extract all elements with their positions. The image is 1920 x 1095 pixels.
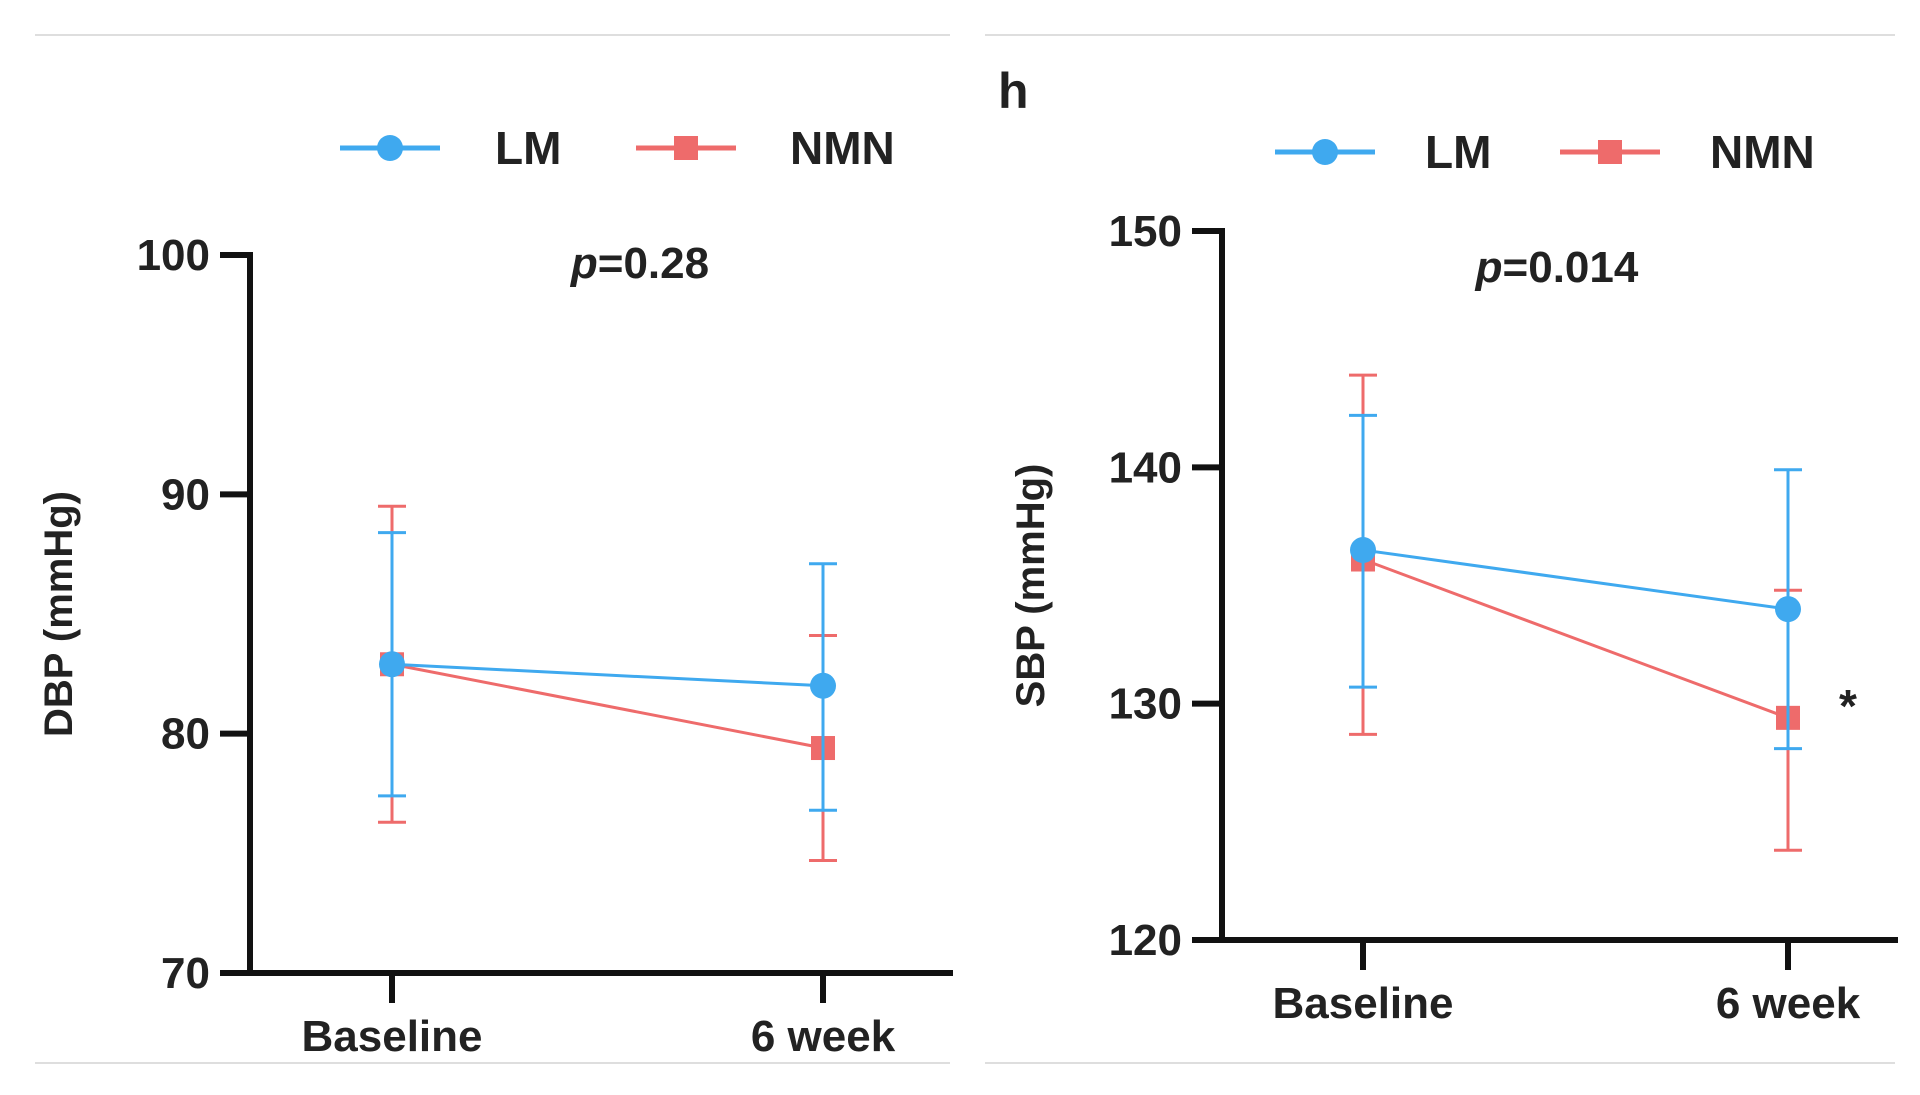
legend-label-lm: LM — [495, 122, 561, 174]
axis-lines — [1219, 228, 1898, 943]
marker-point-lm — [1350, 537, 1376, 564]
x-tick-label: 6 week — [751, 1012, 896, 1061]
y-tick-label: 140 — [1109, 443, 1182, 492]
y-tick-label: 70 — [161, 949, 210, 998]
y-tick-label: 100 — [137, 231, 210, 280]
series-line-lm — [1362, 548, 1789, 611]
significance-star: * — [1839, 680, 1857, 732]
y-tick-label: 80 — [161, 710, 210, 759]
p-symbol: p — [570, 239, 598, 288]
series-line-nmn — [391, 662, 824, 750]
legend-marker-nmn — [674, 136, 698, 160]
marker-point-lm — [810, 672, 836, 699]
x-tick-label: Baseline — [302, 1012, 483, 1061]
p-value-annotation: p=0.28 — [570, 239, 709, 288]
legend-marker-lm — [377, 135, 403, 161]
series-line-nmn — [1362, 558, 1789, 720]
legend-label-lm: LM — [1425, 126, 1491, 178]
y-tick-label: 130 — [1109, 680, 1182, 729]
axis-lines — [247, 252, 953, 976]
p-value-annotation: p=0.014 — [1475, 243, 1639, 292]
series-line-lm — [391, 662, 824, 688]
legend-label-nmn: NMN — [790, 122, 895, 174]
dbp-chart-panel: 70 80 90 100 Baseline 6 week DBP (mmHg) p=0.28 L… — [37, 122, 953, 1061]
p-symbol: p — [1475, 243, 1503, 292]
marker-point-lm — [379, 651, 405, 678]
y-tick-label: 90 — [161, 470, 210, 519]
legend-marker-nmn — [1598, 140, 1622, 164]
y-tick-label: 150 — [1109, 207, 1182, 256]
legend-marker-lm — [1312, 139, 1338, 165]
y-axis-title: SBP (mmHg) — [1009, 464, 1053, 708]
y-tick-label: 120 — [1109, 916, 1182, 965]
y-axis-title: DBP (mmHg) — [37, 491, 81, 737]
x-tick-label: 6 week — [1716, 979, 1861, 1028]
sbp-chart-panel: 120 130 140 150 Baseline 6 week SBP (mmHg) p=0.… — [1009, 126, 1898, 1028]
p-value: =0.28 — [598, 239, 709, 288]
panel-letter: h — [998, 63, 1029, 119]
legend-label-nmn: NMN — [1710, 126, 1815, 178]
x-tick-label: Baseline — [1273, 979, 1454, 1028]
marker-point-lm — [1775, 596, 1801, 623]
p-value: =0.014 — [1503, 243, 1639, 292]
